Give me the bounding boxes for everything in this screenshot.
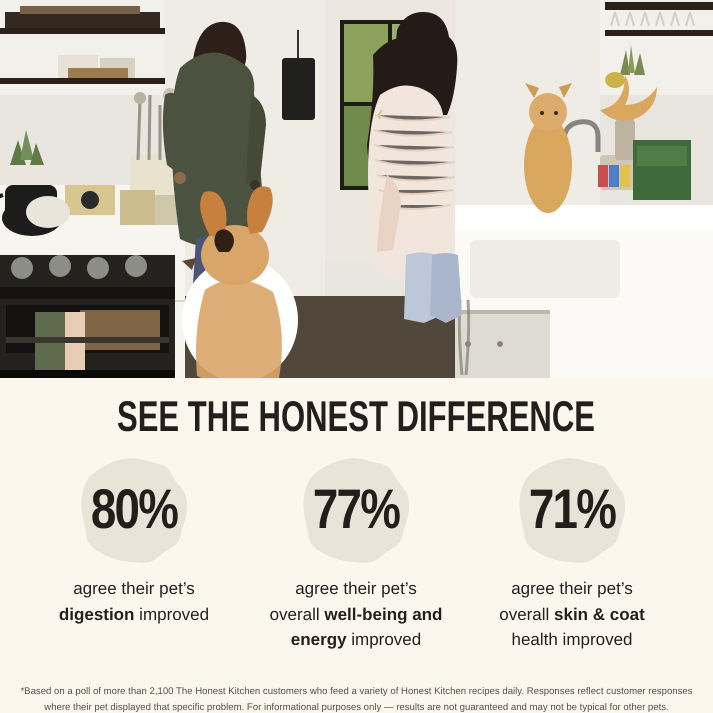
svg-text:71%: 71% [529,479,616,541]
svg-text:80%: 80% [91,479,178,541]
svg-text:SEE THE HONEST DIFFERENCE: SEE THE HONEST DIFFERENCE [117,393,595,438]
svg-text:77%: 77% [313,479,400,541]
